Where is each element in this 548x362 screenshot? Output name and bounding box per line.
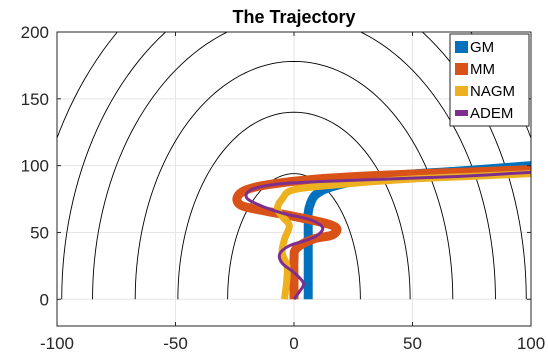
contour-line-4 — [61, 32, 527, 300]
contour-line-0 — [227, 173, 361, 300]
y-tick-label: 200 — [21, 23, 49, 42]
series-line-adem — [244, 170, 531, 301]
legend-label-adem: ADEM — [470, 105, 513, 122]
series-lines — [232, 161, 531, 301]
legend-label-mm: MM — [470, 61, 495, 78]
contour-line-1 — [177, 111, 411, 300]
contour-line-3 — [92, 32, 496, 300]
chart-title: The Trajectory — [232, 7, 355, 27]
legend-label-gm: GM — [470, 39, 494, 56]
y-tick-label: 0 — [40, 290, 49, 309]
y-tick-label: 150 — [21, 90, 49, 109]
y-tick-label: 50 — [30, 223, 49, 242]
series-line-mm — [232, 165, 531, 300]
axis-ticks: -100 -50 0 50 100 0 50 100 150 200 — [21, 23, 546, 353]
x-tick-label: 50 — [403, 334, 422, 353]
legend-label-nagm: NAGM — [470, 83, 515, 100]
legend: GM MM NAGM ADEM — [449, 33, 530, 127]
x-tick-label: 100 — [517, 334, 545, 353]
y-tick-label: 100 — [21, 157, 49, 176]
x-tick-label: 0 — [289, 334, 298, 353]
x-tick-label: -50 — [163, 334, 188, 353]
x-tick-label: -100 — [40, 334, 74, 353]
